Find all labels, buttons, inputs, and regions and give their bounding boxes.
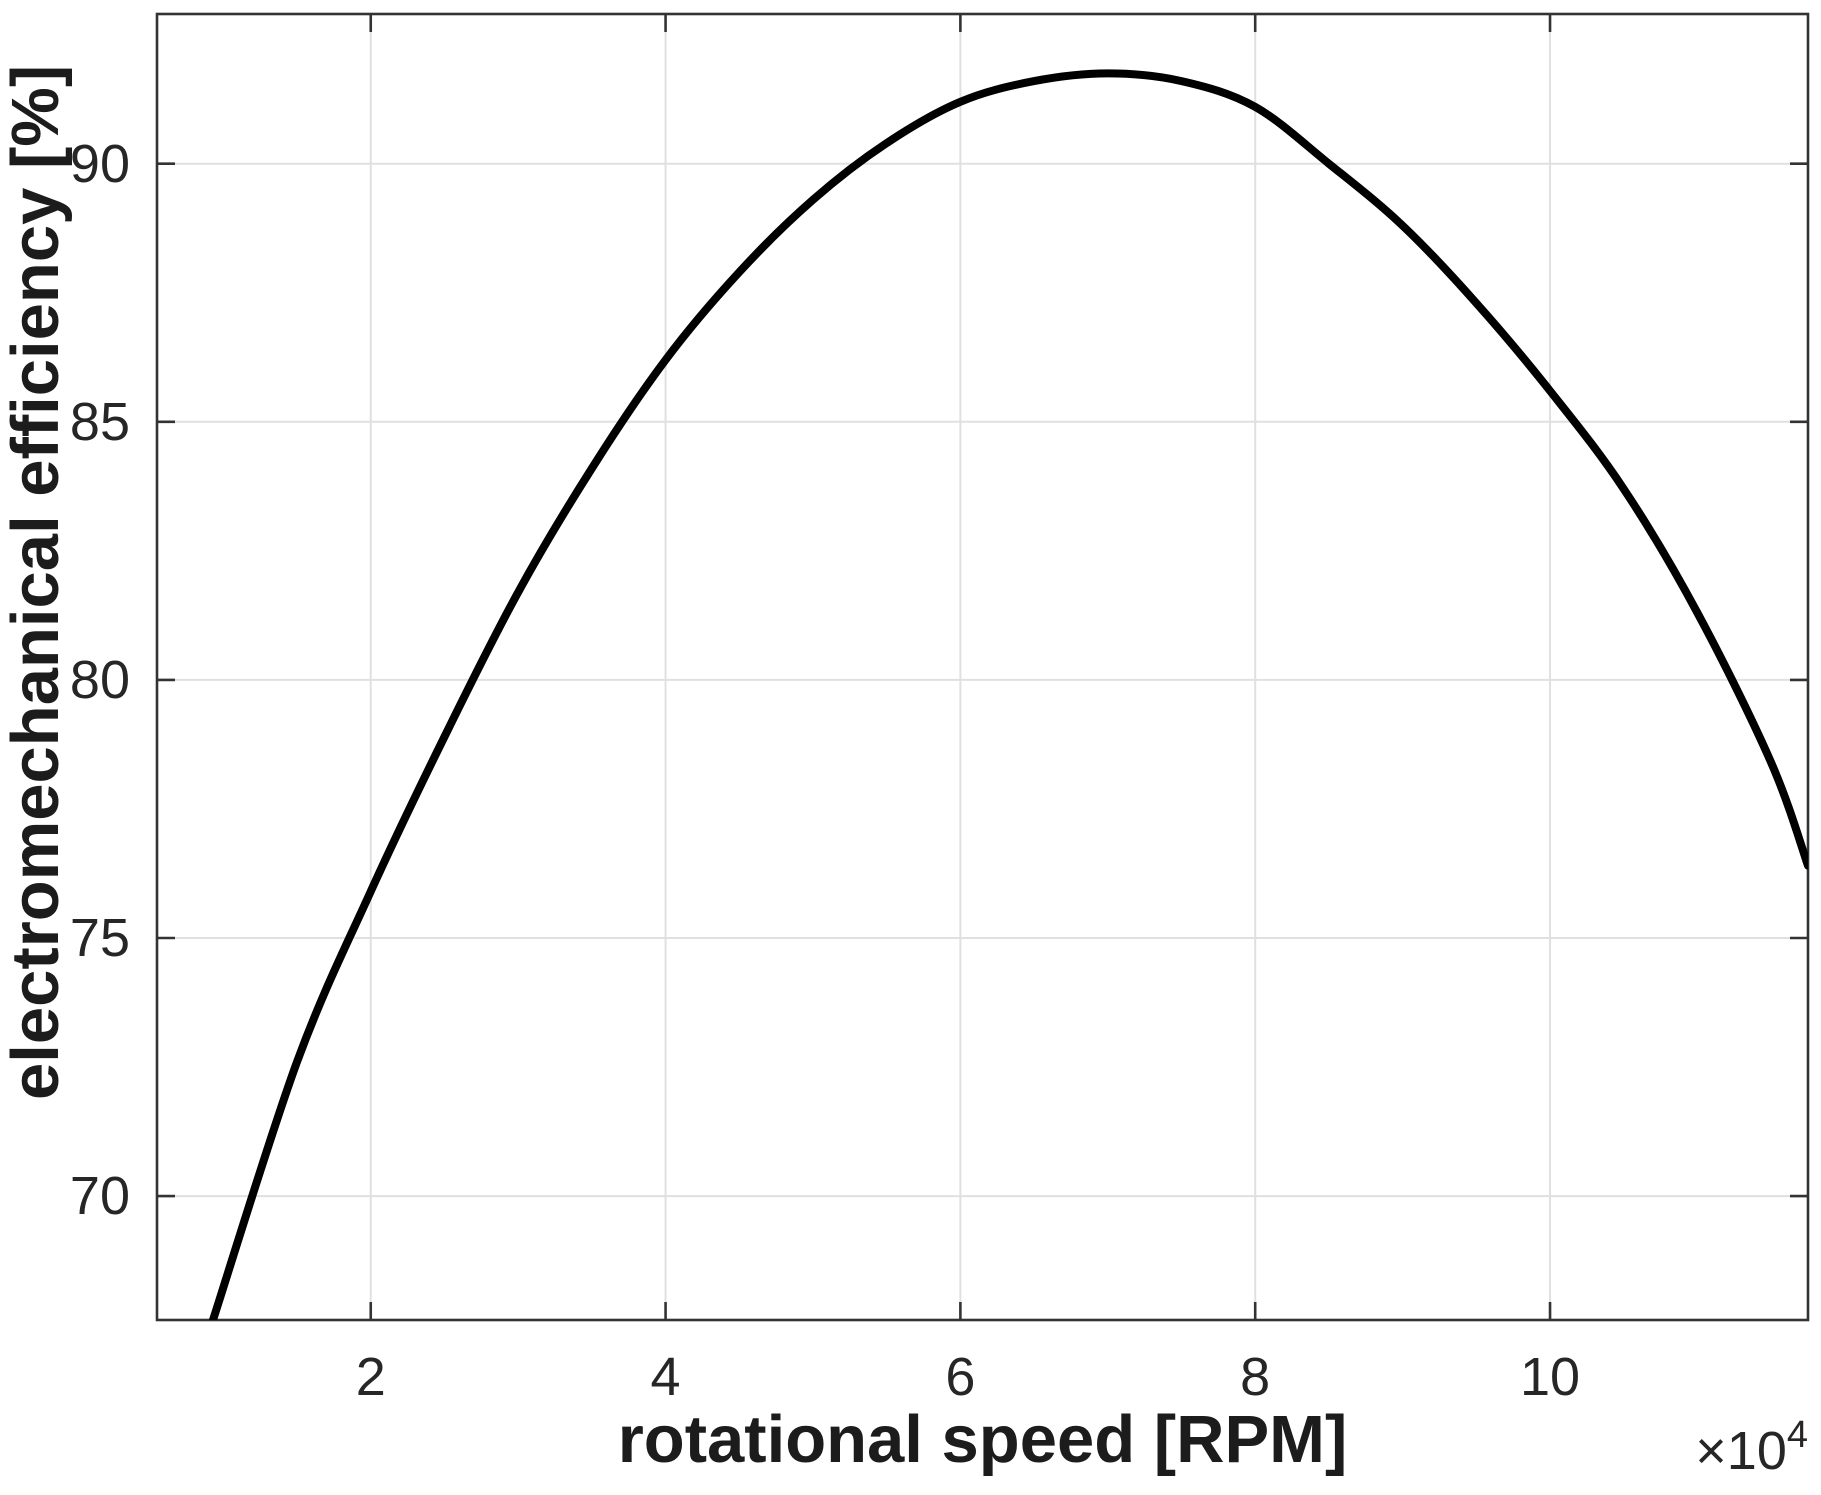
- y-tick-label: 70: [69, 1166, 130, 1227]
- x-tick-label: 4: [650, 1347, 681, 1407]
- y-tick-label: 80: [69, 649, 130, 710]
- efficiency-curve: [209, 69, 1808, 1320]
- offset-exponent-text: 4: [1786, 1414, 1808, 1456]
- offset-base-text: ×10: [1695, 1421, 1787, 1481]
- x-tick-label: 8: [1240, 1347, 1271, 1407]
- x-axis-label: rotational speed [RPM]: [617, 1402, 1348, 1477]
- y-tick-label: 85: [69, 391, 130, 452]
- y-tick-label: 75: [69, 908, 130, 968]
- y-axis-label: electromechanical efficiency [%]: [0, 64, 73, 1100]
- x-tick-label: 6: [945, 1347, 976, 1407]
- plot-box: [155, 12, 1810, 1322]
- x-tick-label: 10: [1519, 1347, 1581, 1407]
- y-tick-label: 90: [69, 133, 130, 194]
- x-tick-label: 2: [355, 1347, 386, 1407]
- x-axis-offset-label: ×104: [1695, 1416, 1808, 1481]
